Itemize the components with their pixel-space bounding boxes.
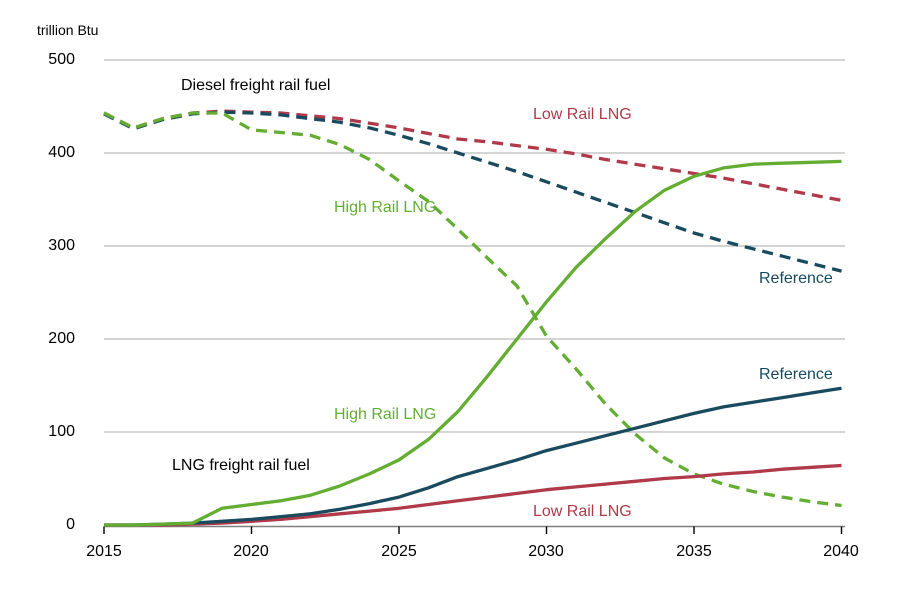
y-tick-label-0: 0 [66, 516, 75, 533]
x-tick-label-2015: 2015 [86, 543, 122, 560]
y-tick-label-500: 500 [48, 51, 75, 68]
y-tick-label-400: 400 [48, 144, 75, 161]
diesel-group-label: Diesel freight rail fuel [181, 77, 331, 94]
x-tick-label-2025: 2025 [381, 543, 417, 560]
series-label-diesel-low-rail-lng: Low Rail LNG [533, 106, 632, 123]
y-tick-label-100: 100 [48, 423, 75, 440]
series-line-lng-high-rail-lng [104, 159, 842, 527]
series-label-lng-low-rail-lng: Low Rail LNG [533, 503, 632, 520]
y-tick-label-200: 200 [48, 330, 75, 347]
series-line-lng-low-rail-lng [104, 463, 842, 527]
x-tick-label-2035: 2035 [676, 543, 712, 560]
x-tick-label-2020: 2020 [233, 543, 269, 560]
series-line-diesel-low-rail-lng [103, 109, 842, 203]
series-label-lng-high-rail-lng: High Rail LNG [334, 406, 437, 423]
series-label-lng-reference: Reference [759, 366, 833, 383]
lng-group-label: LNG freight rail fuel [172, 457, 310, 474]
axis-unit-label: trillion Btu [37, 22, 99, 38]
x-tick-label-2040: 2040 [823, 543, 859, 560]
series-label-diesel-high-rail-lng: High Rail LNG [334, 199, 437, 216]
series-line-diesel-reference [103, 110, 842, 273]
y-tick-label-300: 300 [48, 237, 75, 254]
series-label-diesel-reference: Reference [759, 270, 833, 287]
series-line-lng-reference [104, 386, 842, 527]
series-line-diesel-high-rail-lng [103, 111, 842, 508]
x-tick-label-2030: 2030 [528, 543, 564, 560]
